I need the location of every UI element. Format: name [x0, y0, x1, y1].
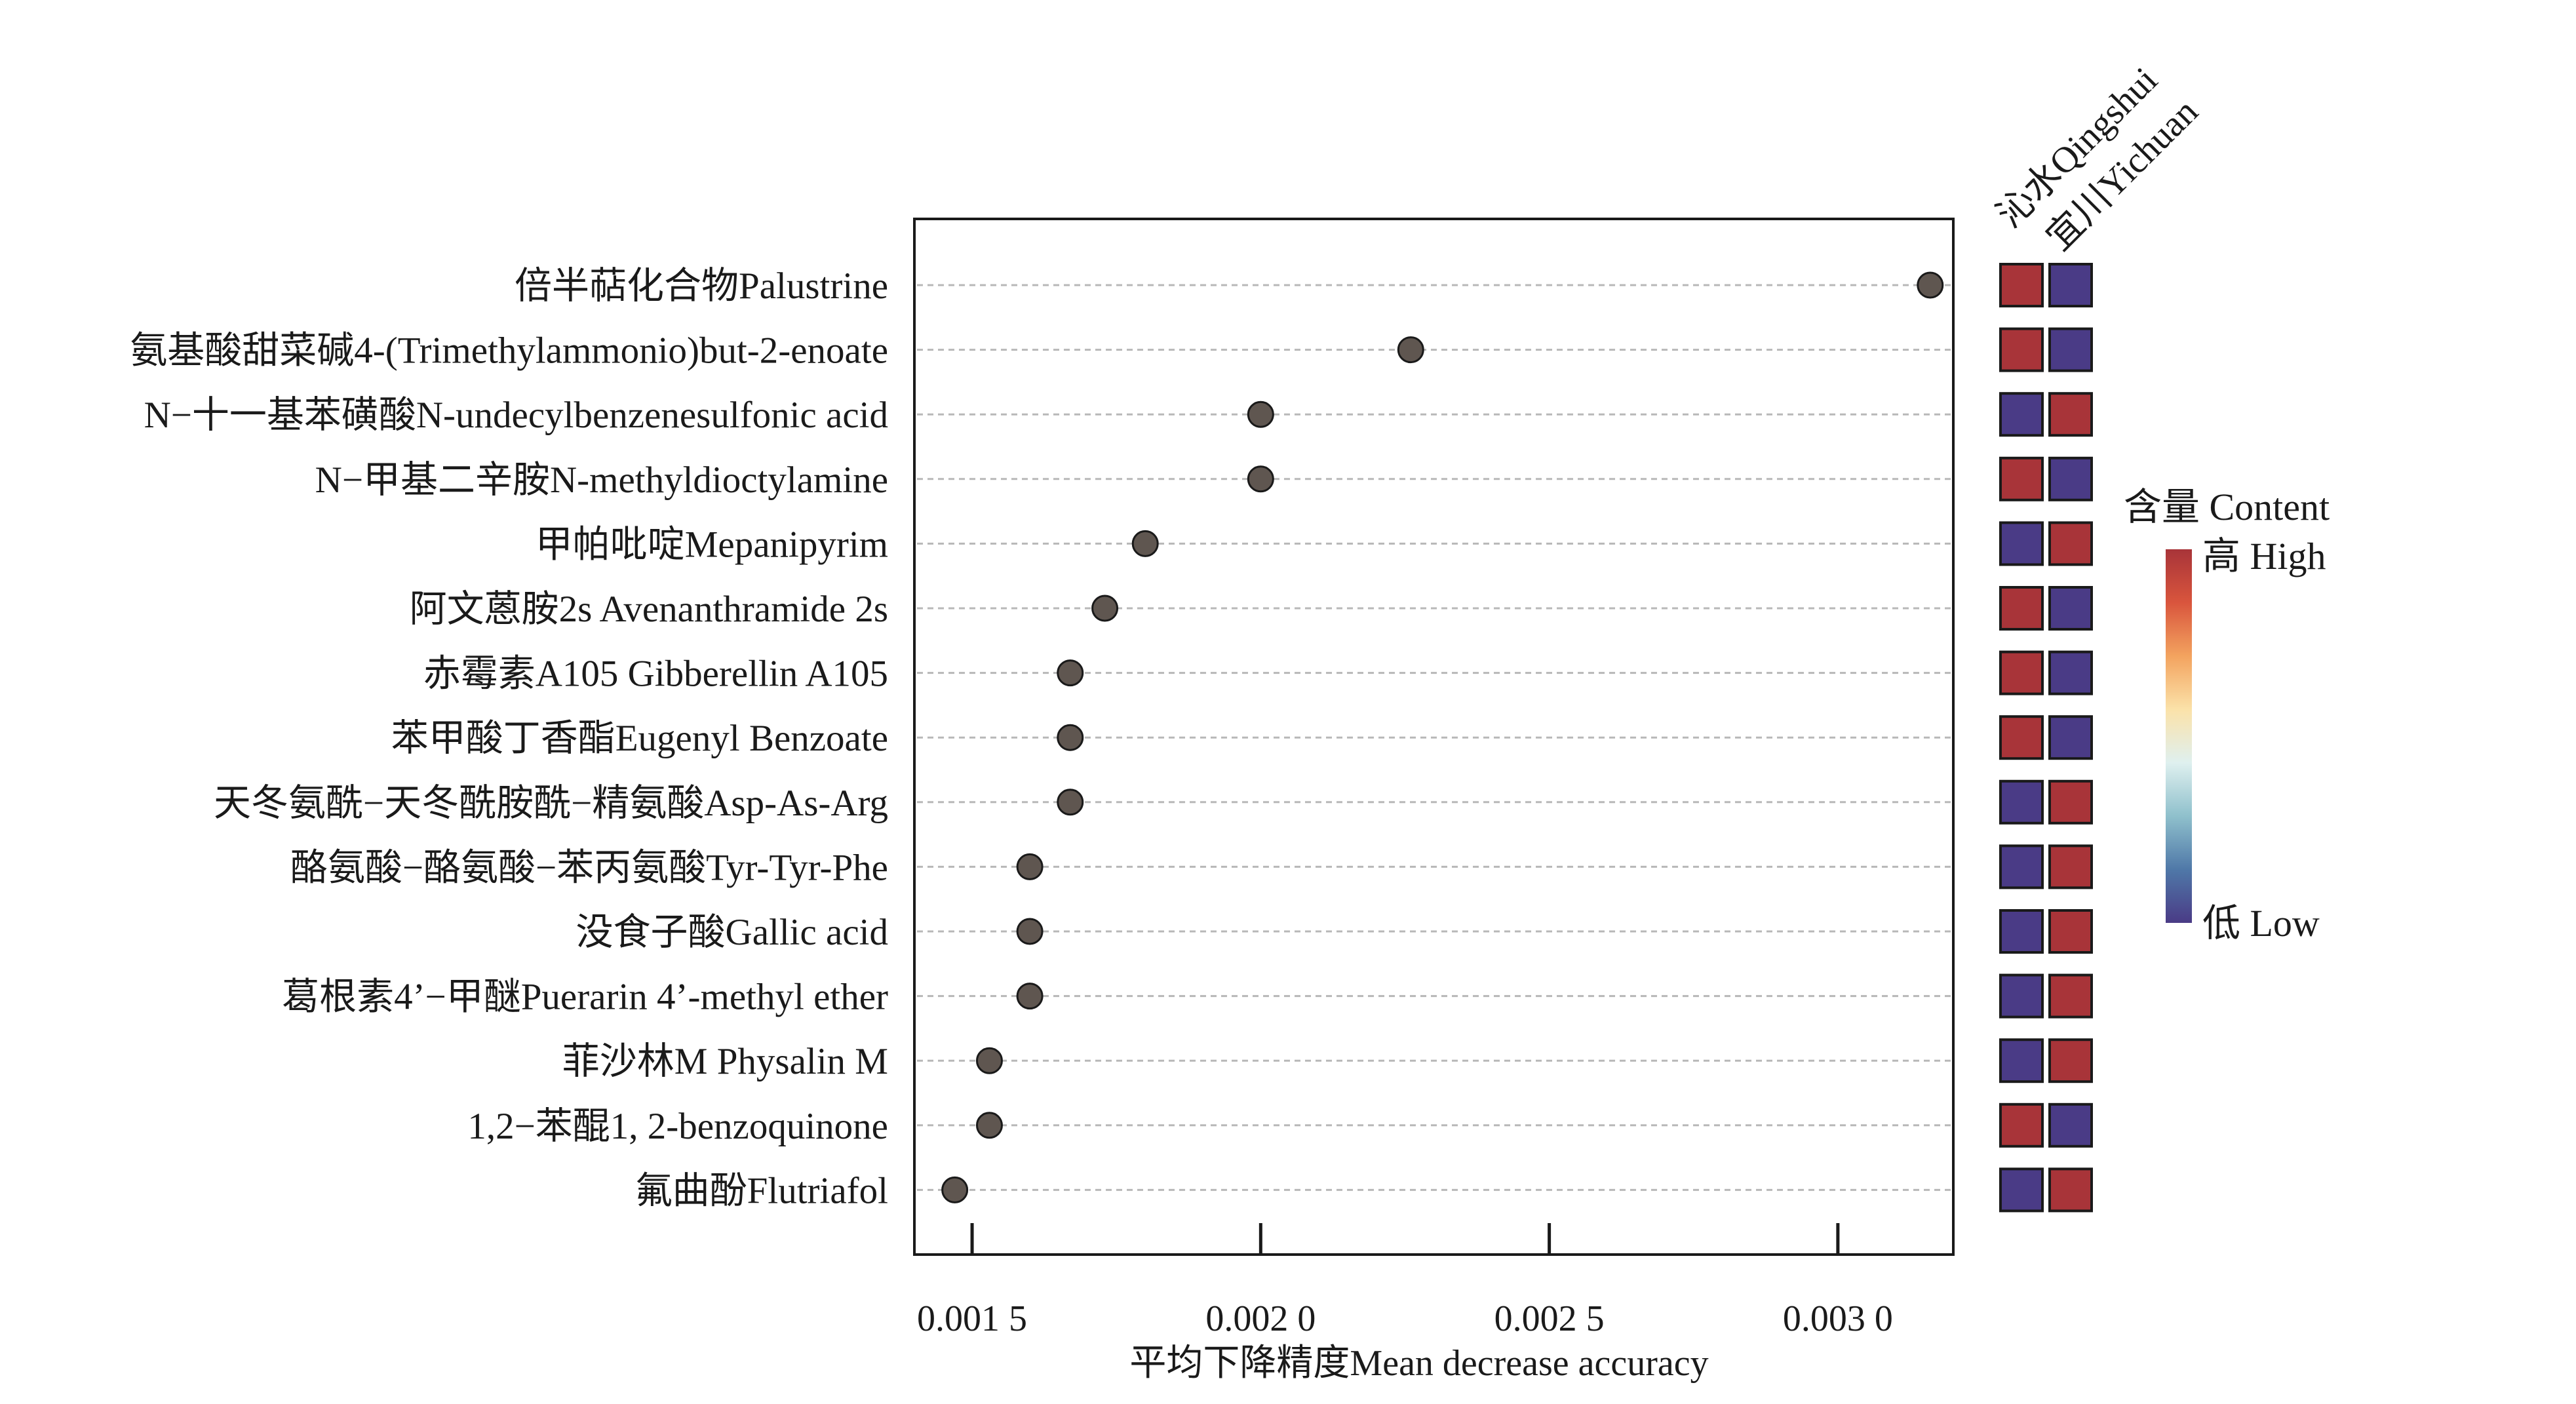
data-point	[1397, 336, 1424, 364]
heatmap-cell-yichuan	[2048, 650, 2093, 695]
legend-low-label: 低 Low	[2202, 902, 2320, 945]
data-point	[1917, 271, 1944, 299]
row-label: N−甲基二辛胺N-methyldioctylamine	[315, 459, 888, 501]
data-point	[975, 1047, 1003, 1074]
heatmap-cell-qingshui	[1999, 1038, 2044, 1083]
plot-frame	[913, 218, 1955, 1256]
row-label: 葛根素4’−甲醚Puerarin 4’-methyl ether	[282, 977, 888, 1018]
x-axis-label: 平均下降精度Mean decrease accuracy	[1129, 1343, 1708, 1384]
heatmap-cell-yichuan	[2048, 909, 2093, 954]
heatmap-cell-qingshui	[1999, 1167, 2044, 1213]
data-point	[1247, 400, 1274, 428]
data-point	[1247, 465, 1274, 493]
row-label: N−十一基苯磺酸N-undecylbenzenesulfonic acid	[144, 395, 888, 436]
heatmap-headers: 沁水Qingshui 宜川Yichuan	[1989, 60, 2206, 258]
x-tick-label: 0.002 0	[1205, 1298, 1316, 1339]
heatmap-cell-yichuan	[2048, 327, 2093, 372]
legend-color-bar	[2166, 549, 2192, 923]
heatmap-cell-qingshui	[1999, 844, 2044, 889]
data-point	[1016, 853, 1044, 880]
data-point	[1057, 724, 1084, 751]
heatmap-cell-yichuan	[2048, 844, 2093, 889]
row-label: 阿文蒽胺2s Avenanthramide 2s	[410, 589, 888, 630]
heatmap-cell-yichuan	[2048, 973, 2093, 1019]
heatmap-cell-yichuan	[2048, 1102, 2093, 1148]
data-point	[1057, 659, 1084, 687]
row-label: 菲沙林M Physalin M	[562, 1041, 888, 1082]
row-label: 赤霉素A105 Gibberellin A105	[423, 653, 888, 695]
data-point	[1131, 530, 1159, 557]
x-tick-label: 0.002 5	[1494, 1298, 1605, 1339]
content-legend: 含量 Content 高 High 低 Low	[2124, 486, 2330, 945]
heatmap-cell-qingshui	[1999, 586, 2044, 631]
heatmap-cell-yichuan	[2048, 586, 2093, 631]
row-label: 倍半萜化合物Palustrine	[515, 265, 888, 307]
data-point	[1016, 983, 1044, 1010]
heatmap-cell-qingshui	[1999, 779, 2044, 825]
x-axis-ticks	[970, 1223, 1840, 1255]
heatmap-cell-qingshui	[1999, 392, 2044, 437]
x-axis-tick-labels: 0.001 5 0.002 0 0.002 5 0.003 0	[917, 1298, 1893, 1339]
x-tick-label: 0.003 0	[1783, 1298, 1893, 1339]
heatmap-cells	[1999, 263, 2093, 1213]
data-point	[975, 1112, 1003, 1139]
heatmap-cell-qingshui	[1999, 521, 2044, 566]
gridlines	[917, 284, 1951, 1191]
row-label: 没食子酸Gallic acid	[576, 912, 888, 953]
heatmap-cell-yichuan	[2048, 263, 2093, 307]
heatmap-cell-yichuan	[2048, 521, 2093, 566]
data-point	[1057, 789, 1084, 816]
row-label: 酪氨酸−酪氨酸−苯丙氨酸Tyr-Tyr-Phe	[290, 847, 888, 888]
heatmap-cell-qingshui	[1999, 909, 2044, 954]
data-points	[941, 271, 1944, 1203]
heatmap-cell-qingshui	[1999, 456, 2044, 501]
heatmap-cell-qingshui	[1999, 715, 2044, 760]
heatmap-cell-yichuan	[2048, 779, 2093, 825]
heatmap-cell-qingshui	[1999, 263, 2044, 307]
heatmap-cell-yichuan	[2048, 392, 2093, 437]
row-label: 1,2−苯醌1, 2-benzoquinone	[467, 1106, 888, 1147]
row-labels: 倍半萜化合物Palustrine 氨基酸甜菜碱4-(Trimethylammoni…	[130, 265, 888, 1211]
row-label: 氨基酸甜菜碱4-(Trimethylammonio)but-2-enoate	[130, 330, 888, 372]
data-point	[1091, 595, 1119, 622]
legend-title: 含量 Content	[2124, 486, 2330, 528]
row-label: 氟曲酚Flutriafol	[635, 1170, 888, 1211]
legend-high-label: 高 High	[2202, 535, 2326, 577]
heatmap-cell-yichuan	[2048, 715, 2093, 760]
heatmap-cell-yichuan	[2048, 1038, 2093, 1083]
heatmap-cell-qingshui	[1999, 973, 2044, 1019]
heatmap-cell-qingshui	[1999, 650, 2044, 695]
heatmap-cell-qingshui	[1999, 1102, 2044, 1148]
row-label: 甲帕吡啶Mepanipyrim	[536, 524, 888, 565]
heatmap-cell-qingshui	[1999, 327, 2044, 372]
row-label: 苯甲酸丁香酯Eugenyl Benzoate	[391, 718, 888, 759]
heatmap-cell-yichuan	[2048, 456, 2093, 501]
data-point	[941, 1176, 969, 1203]
x-tick-label: 0.001 5	[917, 1298, 1027, 1339]
data-point	[1016, 918, 1044, 945]
row-label: 天冬氨酰−天冬酰胺酰−精氨酸Asp-As-Arg	[214, 783, 888, 824]
heatmap-cell-yichuan	[2048, 1167, 2093, 1213]
